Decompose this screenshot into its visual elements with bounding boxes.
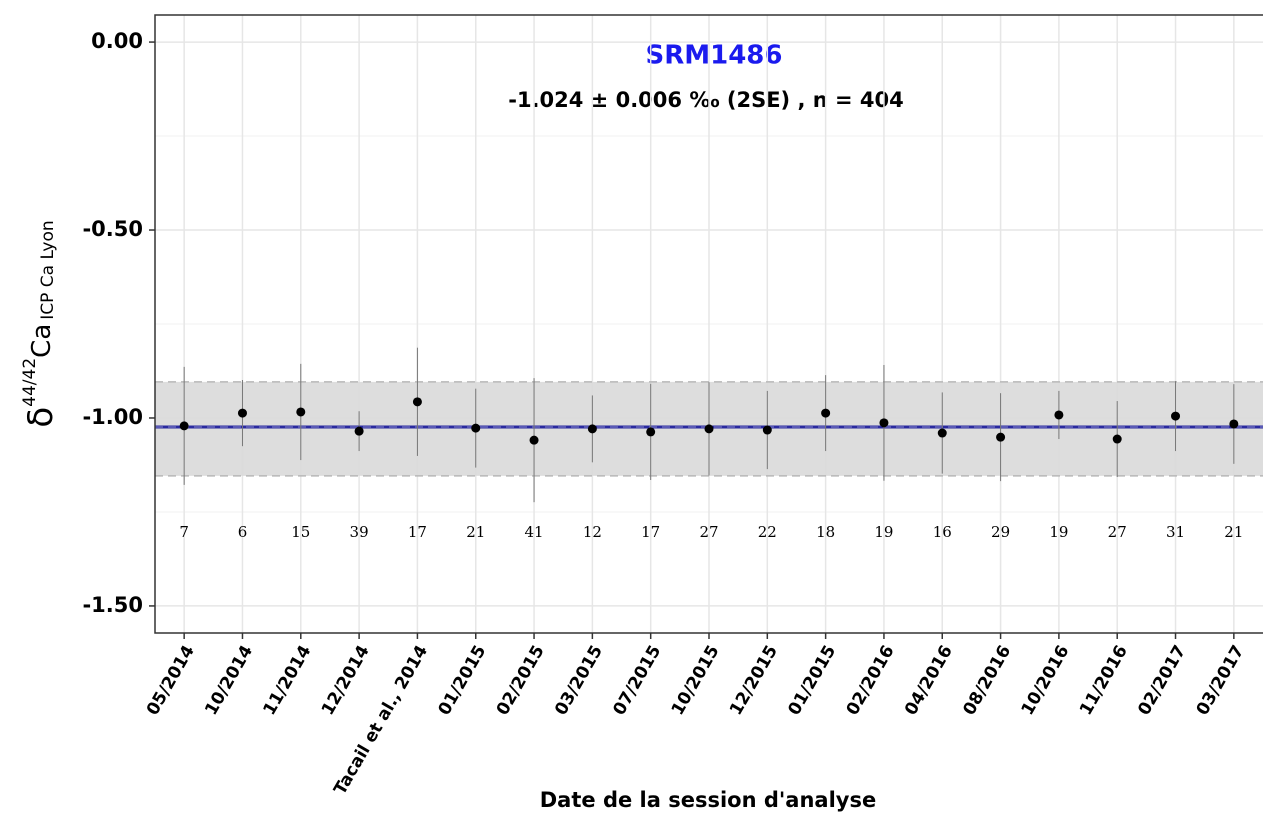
data-point <box>237 408 247 418</box>
plot-layer <box>155 15 1263 633</box>
data-point <box>296 407 306 417</box>
y-axis-label: δ44/42Ca ICP Ca Lyon <box>20 220 61 427</box>
count-label: 7 <box>179 523 189 541</box>
x-tick-label: 05/2014 <box>143 642 199 719</box>
data-point <box>1171 411 1181 421</box>
count-label: 17 <box>641 523 660 541</box>
x-tick-label: 03/2015 <box>551 642 607 719</box>
y-tick-label: 0.00 <box>91 29 143 53</box>
x-axis-label: Date de la session d'analyse <box>540 788 876 812</box>
count-label: 27 <box>699 523 718 541</box>
count-label: 19 <box>1049 523 1068 541</box>
count-label: 21 <box>1224 523 1243 541</box>
count-label: 22 <box>758 523 777 541</box>
x-tick-label: 10/2016 <box>1018 642 1074 719</box>
chart-subtitle: -1.024 ± 0.006 ‰ (2SE) , n = 404 <box>508 88 904 112</box>
x-tick-label: 02/2017 <box>1134 642 1190 719</box>
y-tick-label: -1.50 <box>82 593 143 617</box>
plot-border <box>154 14 1263 634</box>
y-label-element: Ca <box>27 324 57 358</box>
count-label: 39 <box>350 523 369 541</box>
count-label: 21 <box>466 523 485 541</box>
x-tick-label: 01/2015 <box>784 642 840 719</box>
count-label: 29 <box>991 523 1010 541</box>
count-label: 6 <box>238 523 248 541</box>
data-point <box>704 424 714 434</box>
data-point <box>762 425 772 435</box>
data-point <box>1229 419 1239 429</box>
data-point <box>1054 410 1064 420</box>
y-tick-label: -0.50 <box>82 217 143 241</box>
x-tick-label: 10/2015 <box>668 642 724 719</box>
count-label: 17 <box>408 523 427 541</box>
data-point <box>471 423 481 433</box>
y-label-sup: 44/42 <box>20 358 40 407</box>
count-label: 16 <box>933 523 952 541</box>
x-tick-label: 08/2016 <box>959 642 1015 719</box>
count-label: 12 <box>583 523 602 541</box>
x-tick-label: 10/2014 <box>201 642 257 719</box>
data-point <box>646 427 656 437</box>
data-point <box>821 408 831 418</box>
chart-title: SRM1486 <box>646 41 783 71</box>
y-label-symbol: δ <box>21 407 61 428</box>
count-label: 18 <box>816 523 835 541</box>
y-tick-label: -1.00 <box>82 405 143 429</box>
data-point <box>354 426 364 436</box>
x-tick-label: 02/2016 <box>843 642 899 719</box>
count-label: 27 <box>1108 523 1127 541</box>
x-tick-label: 12/2015 <box>726 642 782 719</box>
x-tick-label: 07/2015 <box>609 642 665 719</box>
count-label: 41 <box>525 523 544 541</box>
x-tick-label: 11/2014 <box>260 642 316 719</box>
x-tick-label: 01/2015 <box>434 642 490 719</box>
x-tick-label: 04/2016 <box>901 642 957 719</box>
count-label: 31 <box>1166 523 1185 541</box>
x-tick-label: 03/2017 <box>1193 642 1249 719</box>
data-point <box>587 424 597 434</box>
data-point <box>412 397 422 407</box>
data-point <box>937 428 947 438</box>
y-label-sub: ICP Ca Lyon <box>38 220 58 319</box>
data-point <box>996 432 1006 442</box>
data-point <box>179 421 189 431</box>
x-tick-label: 11/2016 <box>1076 642 1132 719</box>
count-label: 19 <box>874 523 893 541</box>
data-point <box>879 418 889 428</box>
x-tick-label: 12/2014 <box>318 642 374 719</box>
x-tick-label: 02/2015 <box>493 642 549 719</box>
count-label: 15 <box>291 523 310 541</box>
data-point <box>1112 434 1122 444</box>
data-point <box>529 435 539 445</box>
